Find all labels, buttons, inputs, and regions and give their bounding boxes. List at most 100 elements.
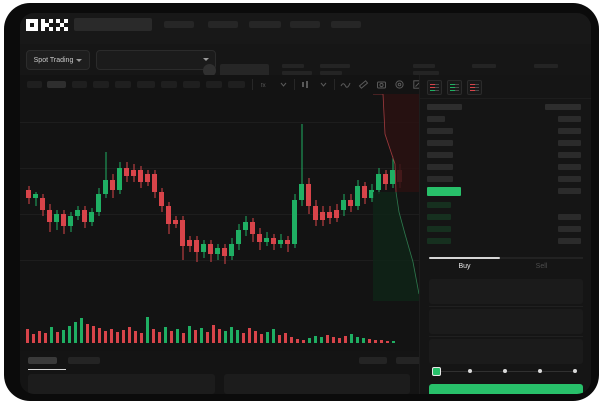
- order-amount-slider[interactable]: [432, 367, 580, 377]
- candlestick-chart[interactable]: [20, 94, 419, 301]
- orderbook-row[interactable]: [427, 152, 453, 158]
- market-subheader: Spot Trading: [20, 44, 591, 75]
- pair-name-label: [220, 64, 269, 77]
- orderbook-mode-bids-icon[interactable]: [447, 80, 462, 95]
- orderbook-row[interactable]: [427, 164, 453, 170]
- candle: [390, 156, 395, 188]
- nav-item-trade[interactable]: [208, 21, 238, 28]
- order-amount-field[interactable]: [429, 309, 583, 334]
- tab-buy[interactable]: Buy: [458, 263, 471, 270]
- orderbook-row[interactable]: [427, 116, 445, 122]
- orderbook-row[interactable]: [427, 226, 451, 232]
- chevron-down-icon[interactable]: [318, 79, 329, 90]
- camera-icon[interactable]: [376, 79, 387, 90]
- nav-item-more[interactable]: [331, 21, 361, 28]
- settings-gear-icon[interactable]: [394, 79, 405, 90]
- orderbook-mode-asks-icon[interactable]: [467, 80, 482, 95]
- slider-handle[interactable]: [432, 367, 441, 376]
- okx-logo-icon[interactable]: [26, 19, 68, 31]
- candle: [194, 236, 199, 262]
- nav-item-assets[interactable]: [290, 21, 320, 28]
- candle: [264, 232, 269, 246]
- chart-type-icon[interactable]: [300, 79, 311, 90]
- toolbar-divider: [252, 79, 253, 90]
- orderbook-row[interactable]: [427, 238, 451, 244]
- candle: [369, 184, 374, 202]
- timeframe-6[interactable]: [137, 81, 155, 88]
- candle: [61, 210, 66, 234]
- slider-step-3[interactable]: [538, 369, 542, 373]
- orderbook-mode-both-icon[interactable]: [427, 80, 442, 95]
- bottom-action-hide[interactable]: [359, 357, 387, 364]
- candle: [313, 200, 318, 226]
- timeframe-8[interactable]: [183, 81, 200, 88]
- submit-order-button[interactable]: [429, 384, 583, 394]
- volume-bar: [86, 324, 89, 343]
- timeframe-10[interactable]: [228, 81, 245, 88]
- bottom-action-more[interactable]: [396, 357, 428, 364]
- candle: [40, 194, 45, 216]
- volume-bar: [392, 341, 395, 343]
- volume-bar: [122, 330, 125, 343]
- volume-bar: [254, 331, 257, 343]
- candle: [26, 186, 31, 204]
- stat-high-label: [413, 64, 435, 68]
- trading-pair-select[interactable]: [96, 50, 216, 70]
- ruler-icon[interactable]: [358, 79, 369, 90]
- order-price-field[interactable]: [429, 279, 583, 304]
- volume-bar: [32, 334, 35, 343]
- bottom-tab-history[interactable]: [68, 357, 100, 364]
- market-type-label: Spot Trading: [33, 56, 74, 64]
- orderbook-row[interactable]: [427, 214, 451, 220]
- timeframe-2[interactable]: [47, 81, 66, 88]
- line-chart-icon[interactable]: [340, 79, 351, 90]
- chevron-down-icon[interactable]: [278, 79, 289, 90]
- gridline-3: [20, 260, 419, 261]
- candle: [82, 206, 87, 228]
- volume-bar: [242, 333, 245, 343]
- volume-bar: [38, 331, 41, 343]
- candle: [320, 206, 325, 226]
- candle: [271, 234, 276, 250]
- timeframe-4[interactable]: [93, 81, 109, 88]
- orderbook-divider: [420, 98, 591, 99]
- timeframe-3[interactable]: [72, 81, 87, 88]
- orderbook-current-price[interactable]: [427, 187, 461, 196]
- candle: [173, 216, 178, 228]
- timeframe-9[interactable]: [206, 81, 222, 88]
- volume-bar: [290, 337, 293, 343]
- timeframe-1[interactable]: [27, 81, 42, 88]
- slider-step-4[interactable]: [573, 369, 577, 373]
- candle: [383, 170, 388, 190]
- nav-item-earn[interactable]: [249, 21, 281, 28]
- timeframe-5[interactable]: [115, 81, 131, 88]
- bottom-panel-right[interactable]: [224, 374, 410, 394]
- orderbook-mode-group: [427, 80, 482, 95]
- slider-step-2[interactable]: [503, 369, 507, 373]
- candle: [250, 218, 255, 242]
- tab-sell[interactable]: Sell: [535, 263, 548, 270]
- orderbook-row-value: [558, 116, 581, 122]
- svg-text:fx: fx: [261, 83, 266, 89]
- candle: [75, 206, 80, 220]
- nav-item-markets[interactable]: [164, 21, 194, 28]
- orderbook-row[interactable]: [427, 140, 453, 146]
- candle: [222, 244, 227, 264]
- timeframe-7[interactable]: [161, 81, 177, 88]
- market-type-dropdown[interactable]: Spot Trading: [26, 50, 90, 70]
- orderbook-row[interactable]: [427, 128, 453, 134]
- bottom-panel-left[interactable]: [28, 374, 215, 394]
- bottom-tab-open-orders[interactable]: [28, 357, 57, 364]
- orderbook-row[interactable]: [427, 202, 451, 208]
- candle: [376, 168, 381, 194]
- slider-step-1[interactable]: [468, 369, 472, 373]
- orderbook-row[interactable]: [427, 176, 453, 182]
- volume-bar: [194, 330, 197, 343]
- search-input[interactable]: [74, 18, 152, 31]
- order-total-field[interactable]: [429, 339, 583, 364]
- indicators-icon[interactable]: fx: [260, 79, 271, 90]
- orderbook-header: [427, 104, 462, 110]
- volume-bar: [350, 334, 353, 343]
- candle: [236, 224, 241, 250]
- volume-bar: [164, 327, 167, 343]
